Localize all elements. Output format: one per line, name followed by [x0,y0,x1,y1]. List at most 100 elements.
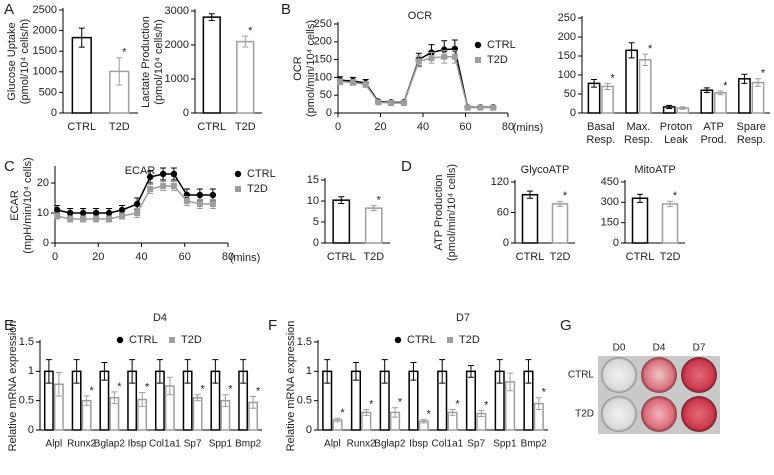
x-tick-label: Prod. [700,134,726,146]
data-point [146,173,154,181]
y-axis-label: Relative mRNA expression [7,321,19,452]
row-label: CTRL [568,370,595,381]
x-tick-label: Alpl [46,439,63,450]
y-tick-label: 5 [313,216,319,228]
x-tick-label: 0 [52,251,58,263]
well [641,357,677,393]
legend-marker [475,57,481,63]
legend-marker [447,337,453,343]
significance-mark: * [723,80,728,92]
data-point [106,216,113,222]
error-bar [194,394,201,402]
y-tick-label: 0 [313,237,319,249]
panel-label: E [4,317,14,334]
x-tick-label: Bglap2 [94,439,126,450]
data-point [209,191,217,199]
legend-label: CTRL [129,334,158,346]
error-bar [439,359,446,384]
significance-mark: * [145,381,150,393]
data-point [159,170,167,178]
y-axis-label: (pmol/10⁴ cells/h) [153,19,165,104]
bar [601,85,614,114]
bar [236,40,255,114]
y-tick-label: 0.5 [19,395,34,407]
significance-mark: * [673,190,678,202]
significance-mark: * [200,384,205,396]
error-bar [527,190,533,199]
y-tick-label: 200 [314,36,332,48]
y-tick-label: 200 [558,31,576,43]
error-bar [116,57,123,86]
data-point [54,213,61,219]
x-tick-label: CTRL [516,251,545,263]
x-tick-label: Leak [664,134,688,146]
error-bar [240,359,247,384]
x-tick-label: Resp. [737,134,766,146]
x-tick-label: CTRL [67,121,96,133]
x-tick-label: 60 [179,251,191,263]
chart-title: D7 [456,312,470,324]
x-tick-label: 40 [135,251,147,263]
data-point [209,201,216,207]
y-tick-label: 1000 [33,66,57,78]
column-label: D4 [653,343,666,354]
data-point [196,201,203,207]
y-tick-label: 10 [307,195,319,207]
error-bar [449,408,456,416]
x-tick-label: Bmp2 [521,439,548,450]
bar [332,199,351,244]
x-tick-label: Ibsp [128,439,147,450]
x-tick-label: T2D [235,121,256,133]
bar [587,82,601,114]
data-point [66,209,74,217]
x-tick-label: T2D [550,251,571,263]
y-tick-label: 100 [558,69,576,81]
legend-marker [474,41,482,49]
data-point [451,53,458,60]
y-tick-label: 1500 [33,45,57,57]
data-point [105,209,113,217]
data-point [337,78,344,85]
y-axis-label: ATP Production [433,174,445,250]
y-axis-label: (pmol/min/10⁴ cells) [305,20,317,117]
error-bar [83,395,90,406]
error-bar [381,359,388,384]
significance-mark: * [122,47,127,59]
data-point [170,170,178,178]
column-label: D0 [613,343,626,354]
y-tick-label: 50 [564,88,576,100]
bar [738,78,751,114]
well [681,396,717,432]
well [601,357,637,393]
data-point [92,209,100,217]
x-tick-label: Max. [626,121,650,133]
error-bar [242,35,249,48]
chart-title: OCR [408,10,433,22]
x-tick-label: Resp. [624,134,653,146]
x-axis-label: (mins) [513,122,544,134]
error-bar [222,394,229,408]
data-point [490,104,497,111]
chart-title: ECAR [125,165,156,177]
y-tick-label: 15 [307,174,319,186]
error-bar [370,205,377,212]
data-point [53,206,61,214]
bar [71,36,92,114]
x-tick-label: ATP [703,121,724,133]
error-bar [703,87,710,93]
legend-label: T2D [459,334,480,346]
panel-label: C [4,158,15,175]
chart-title: D4 [153,312,167,324]
error-bar [666,104,673,109]
bar [631,197,649,244]
significance-mark: * [117,381,122,393]
error-bar [496,359,503,384]
y-axis-label: (pmol/min/10⁴ cells) [446,164,458,261]
y-tick-label: 300 [601,196,619,208]
column-label: D7 [693,343,706,354]
data-point [80,216,87,222]
x-tick-label: 80 [222,251,234,263]
x-tick-label: Col1a1 [432,439,464,450]
y-tick-label: 500 [39,86,57,98]
significance-mark: * [648,43,653,55]
